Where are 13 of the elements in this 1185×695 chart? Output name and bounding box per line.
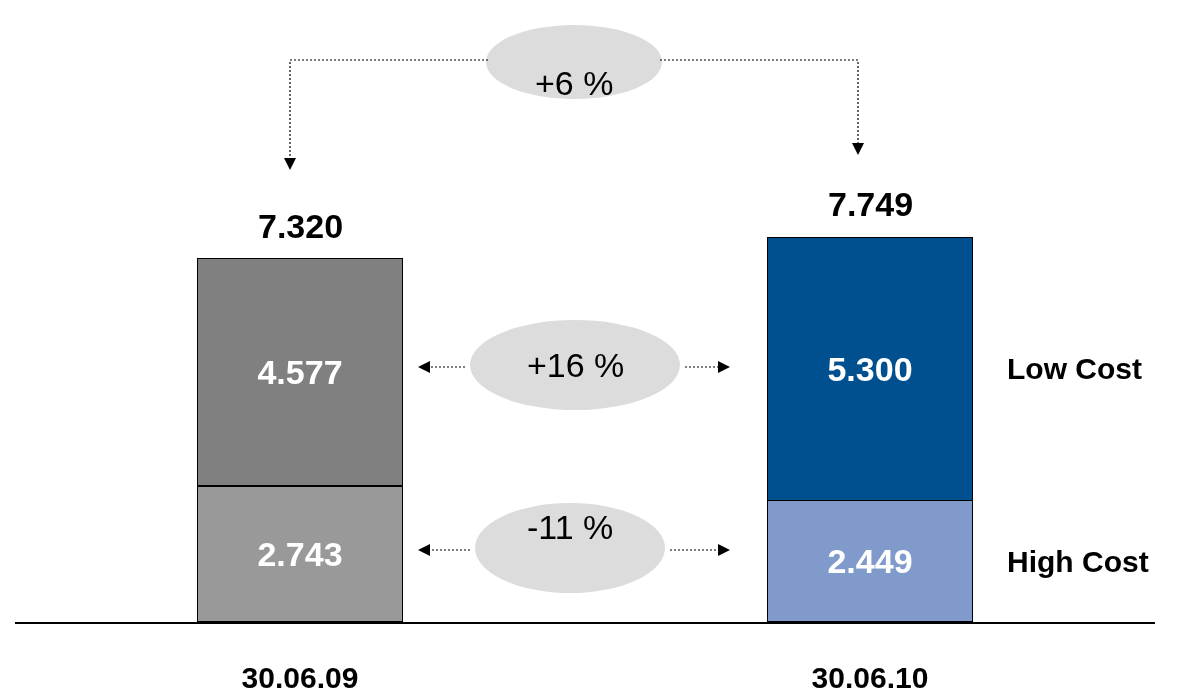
annotation: -11 % bbox=[527, 508, 614, 546]
total-label: 7.749 bbox=[828, 185, 914, 223]
data-label: 2.449 bbox=[827, 542, 913, 581]
data-label: 5.300 bbox=[827, 349, 913, 388]
series-label: Low Cost bbox=[1007, 352, 1142, 385]
series-label: High Cost bbox=[1007, 545, 1149, 578]
text: +6 % bbox=[535, 64, 614, 102]
annotation: +16 % bbox=[527, 346, 625, 384]
data-label: 2.743 bbox=[257, 534, 343, 573]
total-label: 7.320 bbox=[258, 207, 344, 245]
data-label: 4.577 bbox=[257, 353, 343, 392]
x-tick-label: 30.06.09 bbox=[241, 660, 359, 694]
x-tick-label: 30.06.10 bbox=[811, 660, 929, 694]
